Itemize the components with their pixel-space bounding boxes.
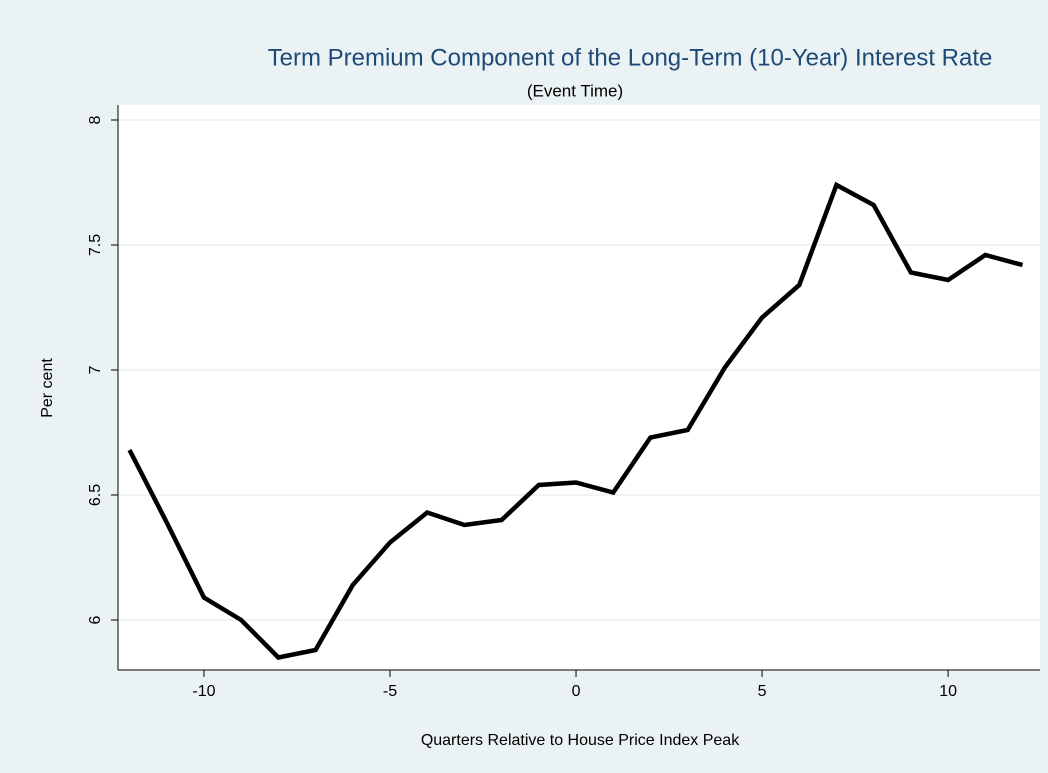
y-tick-label: 7 [87,365,104,374]
chart-subtitle: (Event Time) [527,81,623,100]
x-tick-label: -5 [383,683,397,700]
x-tick-label: 10 [939,683,957,700]
x-axis-label: Quarters Relative to House Price Index P… [421,732,740,749]
chart-title: Term Premium Component of the Long-Term … [268,44,993,71]
y-axis-label: Per cent [39,358,56,418]
y-tick-label: 8 [87,115,104,124]
plot-area [118,105,1040,670]
data-line [127,181,1024,660]
y-tick-label: 7.5 [87,234,104,256]
x-tick-label: 5 [758,683,767,700]
x-tick-label: -10 [192,683,215,700]
y-tick-label: 6 [87,615,104,624]
y-tick-label: 6.5 [87,484,104,506]
x-tick-label: 0 [572,683,581,700]
